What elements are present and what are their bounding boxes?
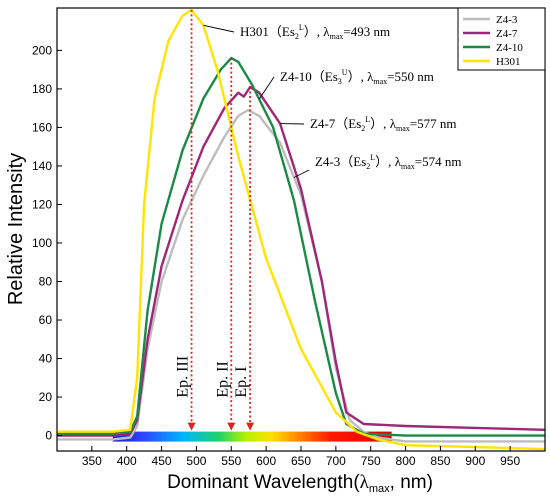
series-line-z4-10 (57, 56, 545, 437)
y-tick-label: 140 (32, 159, 52, 173)
y-tick-label: 60 (39, 313, 53, 327)
emission-point-markers: Ep. III Ep. II Ep. I (175, 9, 255, 431)
legend-label: H301 (496, 56, 520, 68)
axes: 350 400 450 500 550 600 650 700 750 800 850 900 950 0… (32, 43, 521, 468)
legend-label: Z4-10 (496, 42, 523, 54)
x-tick-label: 600 (256, 454, 276, 468)
peak-annotation: Z4-10（Es3U）, λmax=550 nm (280, 68, 434, 86)
peak-annotation: H301（Es2L）, λmax=493 nm (240, 23, 390, 41)
annotation-leader (293, 169, 310, 178)
spectrum-gradient-bar (112, 431, 392, 442)
emission-point-arrow (187, 422, 196, 431)
legend-label: Z4-3 (496, 14, 518, 26)
x-tick-label: 350 (82, 454, 102, 468)
x-tick-label: 850 (430, 454, 450, 468)
annotation-leader (203, 24, 235, 33)
y-axis-label: Relative Intensity (5, 153, 27, 305)
x-axis-label-lambda: λ (360, 472, 370, 493)
x-tick-label: 500 (186, 454, 206, 468)
spectrum-bar (112, 431, 392, 442)
y-tick-label: 160 (32, 120, 52, 134)
y-tick-label: 100 (32, 236, 52, 250)
x-tick-label: 800 (396, 454, 416, 468)
peak-annotation: Z4-7（Es2L）, λmax=577 nm (310, 115, 456, 133)
emission-point-label: Ep. II (214, 361, 231, 397)
y-tick-label: 120 (32, 197, 52, 211)
emission-point-label: Ep. I (233, 366, 250, 397)
legend-label: Z4-7 (496, 28, 518, 40)
emission-point-label: Ep. III (175, 356, 192, 398)
y-tick-label: 40 (39, 352, 53, 366)
x-tick-label: 450 (152, 454, 172, 468)
x-tick-label: 400 (117, 454, 137, 468)
series-line-z4-7 (57, 85, 546, 437)
x-tick-label: 900 (465, 454, 485, 468)
x-tick-label: 650 (291, 454, 311, 468)
x-axis-label-sub: max (369, 483, 390, 495)
y-tick-label: 20 (39, 390, 53, 404)
legend: Z4-3 Z4-7 Z4-10 H301 (457, 7, 546, 71)
series-line-h301 (57, 8, 546, 451)
series-lines (57, 8, 546, 451)
y-tick-label: 180 (32, 82, 52, 96)
x-axis-label-unit: , nm) (390, 472, 433, 493)
x-axis-label: Dominant Wavelength(λmax, nm) (167, 472, 433, 495)
emission-point-arrow (246, 422, 255, 431)
peak-annotation: Z4-3（Es2L）, λmax=574 nm (315, 153, 461, 171)
y-tick-label: 0 (45, 429, 52, 443)
x-axis-label-text: Dominant Wavelength (167, 472, 353, 493)
y-tick-label: 80 (39, 275, 53, 289)
x-axis-label-open: ( (353, 472, 360, 493)
x-tick-label: 750 (361, 454, 381, 468)
annotation-leader (258, 76, 275, 100)
x-tick-label: 550 (221, 454, 241, 468)
y-tick-label: 200 (32, 43, 52, 57)
x-tick-label: 700 (326, 454, 346, 468)
emission-point-arrow (227, 422, 236, 431)
x-tick-label: 950 (500, 454, 520, 468)
peak-annotations: H301（Es2L）, λmax=493 nm Z4-10（Es3U）, λmax… (203, 23, 461, 178)
